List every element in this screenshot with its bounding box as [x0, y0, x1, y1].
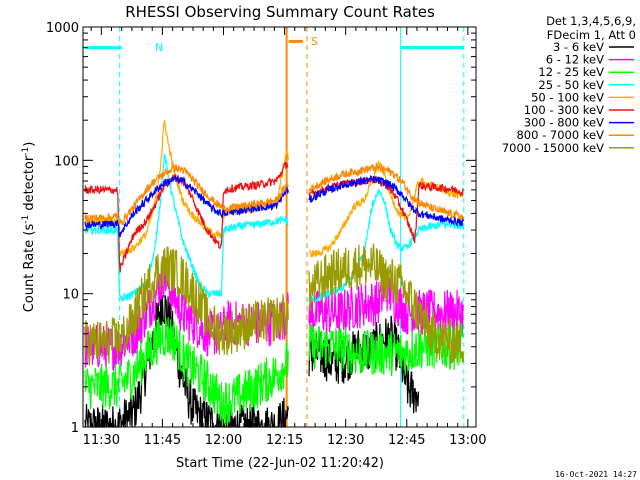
series-line-0-seg-0 [84, 288, 289, 428]
series-line-7-seg-0 [84, 163, 289, 226]
x-axis-label: Start Time (22-Jun-02 11:20:42) [176, 456, 384, 471]
y-axis-label-end: ) [22, 142, 37, 147]
timestamp-stamp: 16-Oct-2021 14:27 [555, 470, 637, 479]
x-tick-label-4: 12:30 [327, 433, 364, 448]
x-axis-ticks: 11:30 11:45 12:00 12:15 12:30 12:45 13:00 [83, 27, 487, 448]
y-tick-label-0: 1 [71, 421, 79, 436]
series-line-6-seg-0 [84, 175, 289, 238]
legend-label-8: 7000 - 15000 keV [502, 141, 604, 155]
plot-bars [85, 39, 464, 50]
x-tick-label-5: 12:45 [388, 433, 425, 448]
y-tick-label-3: 1000 [46, 21, 79, 36]
series-line-6-seg-1 [308, 175, 465, 228]
y-axis-label-main: Count Rate (s [22, 224, 37, 313]
series-line-3-seg-0 [84, 153, 289, 302]
legend-header-line-1: Det 1,3,4,5,6,9, [546, 14, 636, 28]
y-axis-label-mid: detector [22, 155, 37, 215]
legend-label-4: 50 - 100 keV [531, 90, 604, 104]
series-line-2-seg-0 [84, 316, 289, 427]
x-tick-label-2: 12:00 [205, 433, 242, 448]
y-axis-ticks: 1 10 100 1000 [46, 21, 476, 436]
legend-label-6: 300 - 800 keV [524, 116, 604, 130]
legend-header-line-2: FDecim 1, Att 0 [547, 28, 636, 42]
series-line-8-seg-1 [308, 243, 465, 364]
plot-frame [82, 26, 477, 428]
x-tick-label-3: 12:15 [266, 433, 303, 448]
series-line-8-seg-0 [84, 246, 289, 366]
y-tick-label-2: 100 [54, 154, 79, 169]
y-axis-label-sup-1: -1 [21, 215, 31, 224]
legend-label-2: 12 - 25 keV [538, 65, 604, 79]
x-tick-label-1: 11:45 [144, 433, 181, 448]
chart-title: RHESSI Observing Summary Count Rates [125, 3, 435, 21]
y-axis-label: Count Rate (s-1 detector-1) [21, 142, 37, 313]
night-marker-label: N [155, 41, 163, 54]
legend-label-3: 25 - 50 keV [538, 78, 604, 92]
legend-label-5: 100 - 300 keV [524, 103, 604, 117]
x-tick-label-6: 13:00 [449, 433, 486, 448]
legend-label-1: 6 - 12 keV [546, 53, 604, 67]
saa-marker-label: S [311, 35, 318, 48]
plot-series [84, 118, 465, 428]
series-line-5-seg-0 [84, 161, 289, 273]
y-tick-label-1: 10 [62, 288, 79, 303]
series-line-2-seg-1 [308, 323, 465, 377]
series-line-7-seg-1 [308, 162, 465, 221]
legend: Det 1,3,4,5,6,9, FDecim 1, Att 0 3 - 6 k… [502, 14, 636, 155]
x-tick-label-0: 11:30 [83, 433, 120, 448]
y-axis-label-sup-2: -1 [21, 147, 31, 156]
series-line-1-seg-1 [308, 270, 465, 337]
legend-label-7: 800 - 7000 keV [516, 128, 604, 142]
legend-label-0: 3 - 6 keV [553, 40, 604, 54]
series-line-5-seg-1 [308, 174, 464, 244]
